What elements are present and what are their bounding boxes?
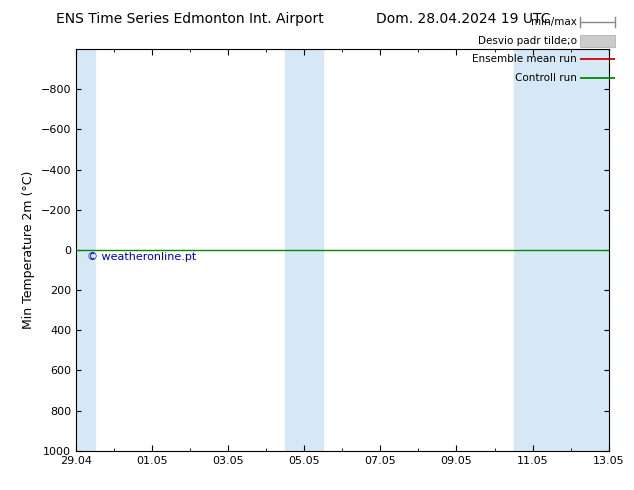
Bar: [76, 49, 95, 451]
Text: Dom. 28.04.2024 19 UTC: Dom. 28.04.2024 19 UTC: [375, 12, 550, 26]
Text: Ensemble mean run: Ensemble mean run: [472, 54, 577, 64]
Bar: [514, 49, 609, 451]
Y-axis label: Min Temperature 2m (°C): Min Temperature 2m (°C): [22, 171, 35, 329]
Text: ENS Time Series Edmonton Int. Airport: ENS Time Series Edmonton Int. Airport: [56, 12, 324, 26]
Text: Desvio padr tilde;o: Desvio padr tilde;o: [478, 36, 577, 46]
Text: min/max: min/max: [531, 17, 577, 27]
Bar: [285, 49, 323, 451]
Text: Controll run: Controll run: [515, 73, 577, 83]
Text: © weatheronline.pt: © weatheronline.pt: [87, 252, 196, 262]
